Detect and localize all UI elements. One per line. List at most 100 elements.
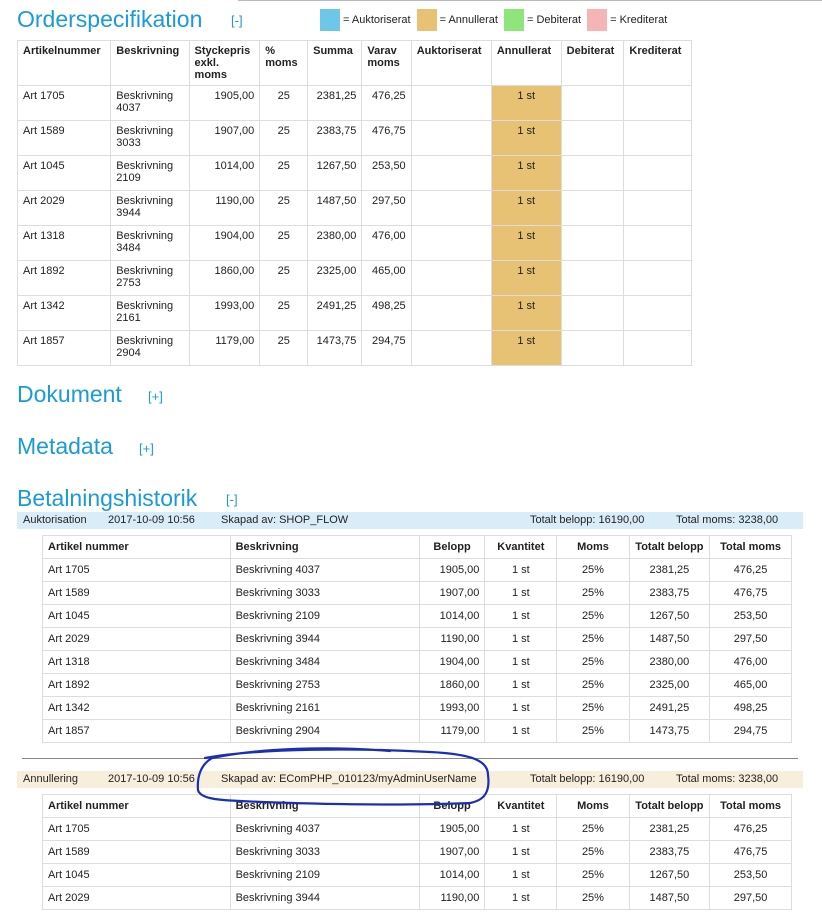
order-cell: 25 xyxy=(259,85,309,121)
payment-col-header: Belopp xyxy=(418,794,486,818)
payment-cell: 297,50 xyxy=(709,886,792,910)
order-cell: Art 1705 xyxy=(16,85,112,121)
payment-cell: 1473,75 xyxy=(628,719,711,743)
payment-header-row: Artikel nummer Beskrivning Belopp Kvantitet… xyxy=(42,794,792,818)
order-cell: 1907,00 xyxy=(188,120,261,156)
order-row: Art 1892 Beskrivning 2753 1860,00 25 2325,00… xyxy=(16,260,692,296)
payment-cell: 1 st xyxy=(484,863,558,887)
payment-cell: 1487,50 xyxy=(628,886,711,910)
payment-cell: Beskrivning 3033 xyxy=(229,581,420,605)
payment-col-header: Beskrivning xyxy=(229,794,420,818)
order-table: Artikelnummer Beskrivning Styckepris exkl.… xyxy=(16,40,692,366)
order-cell: 1 st xyxy=(490,295,562,331)
payment-row: Art 1892 Beskrivning 2753 1860,00 1 st 25% 23… xyxy=(42,673,792,697)
order-cell: 1473,75 xyxy=(307,330,363,366)
payment-cell: 2383,75 xyxy=(628,840,711,864)
payment-col-header: Moms xyxy=(556,794,630,818)
payment-cell: 297,50 xyxy=(709,627,792,651)
order-cell: Beskrivning 3033 xyxy=(110,120,190,156)
order-cell: 25 xyxy=(259,120,309,156)
payment-cell: 25% xyxy=(556,650,630,674)
order-cell: Art 1589 xyxy=(16,120,112,156)
metadata-section-title: Metadata xyxy=(17,433,113,459)
dokument-toggle-button[interactable]: [+] xyxy=(148,389,163,404)
order-cell: 476,75 xyxy=(361,120,412,156)
payment-cell: Art 1705 xyxy=(42,817,231,841)
payment-cell: 1 st xyxy=(484,696,558,720)
order-toggle-button[interactable]: [-] xyxy=(231,13,243,28)
order-cell: 1014,00 xyxy=(188,155,261,191)
payment-col-header: Totalt belopp xyxy=(628,794,711,818)
payment-cell: 2383,75 xyxy=(628,581,711,605)
order-cell: 2383,75 xyxy=(307,120,363,156)
order-cell: 1905,00 xyxy=(188,85,261,121)
payment-rows-table: Artikel nummer Beskrivning Belopp Kvantitet… xyxy=(42,794,792,910)
payment-cell: 1907,00 xyxy=(418,840,486,864)
order-cell xyxy=(623,85,692,121)
payment-col-header: Belopp xyxy=(418,535,486,559)
order-col-header: Auktoriserat xyxy=(410,40,492,86)
payment-cell: 1905,00 xyxy=(418,817,486,841)
order-cell xyxy=(410,260,492,296)
legend-label: = Annullerat xyxy=(439,14,498,26)
payment-entry-date: 2017-10-09 10:56 xyxy=(108,773,195,785)
payment-cell: 25% xyxy=(556,604,630,628)
payment-cell: 1 st xyxy=(484,604,558,628)
legend-label: = Auktoriserat xyxy=(343,14,411,26)
order-cell: 294,75 xyxy=(361,330,412,366)
payment-cell: 465,00 xyxy=(709,673,792,697)
order-cell: 1 st xyxy=(490,260,562,296)
order-row: Art 2029 Beskrivning 3944 1190,00 25 1487,50… xyxy=(16,190,692,226)
payment-cell: 1 st xyxy=(484,673,558,697)
order-cell: 1 st xyxy=(490,225,562,261)
payment-entry-created: Skapad av: SHOP_FLOW xyxy=(221,514,349,526)
order-row: Art 1342 Beskrivning 2161 1993,00 25 2491,25… xyxy=(16,295,692,331)
order-cell xyxy=(410,155,492,191)
payment-cell: 2491,25 xyxy=(628,696,711,720)
order-cell xyxy=(560,85,625,121)
dokument-section-title: Dokument xyxy=(17,381,122,407)
payment-entry-vat: Total moms: 3238,00 xyxy=(676,773,779,785)
order-cell: 1267,50 xyxy=(307,155,363,191)
order-cell: Art 1857 xyxy=(16,330,112,366)
payment-cell: 25% xyxy=(556,581,630,605)
payment-cell: 1 st xyxy=(484,817,558,841)
order-cell: 2325,00 xyxy=(307,260,363,296)
payment-entry-header: Annullering 2017-10-09 10:56 Skapad av: EC… xyxy=(17,771,803,788)
payment-row: Art 1318 Beskrivning 3484 1904,00 1 st 25% 23… xyxy=(42,650,792,674)
order-cell: 1 st xyxy=(490,190,562,226)
order-cell xyxy=(410,190,492,226)
order-cell xyxy=(560,155,625,191)
payment-row: Art 1857 Beskrivning 2904 1179,00 1 st 25% 14… xyxy=(42,719,792,743)
legend-swatch xyxy=(416,9,437,31)
order-cell: 1 st xyxy=(490,85,562,121)
order-cell xyxy=(560,330,625,366)
order-cell xyxy=(410,330,492,366)
payment-cell: Beskrivning 2161 xyxy=(229,696,420,720)
payment-cell: 1 st xyxy=(484,627,558,651)
legend-swatch xyxy=(320,9,340,31)
payment-col-header: Artikel nummer xyxy=(42,535,231,559)
order-cell: Art 1045 xyxy=(16,155,112,191)
order-col-header: Debiterat xyxy=(560,40,625,86)
payment-cell: 1 st xyxy=(484,719,558,743)
metadata-toggle-button[interactable]: [+] xyxy=(139,441,154,456)
payment-cell: Art 1857 xyxy=(42,719,231,743)
order-cell: 297,50 xyxy=(361,190,412,226)
order-col-header: Annullerat xyxy=(490,40,562,86)
payment-entry-vat: Total moms: 3238,00 xyxy=(676,514,779,526)
order-cell: Beskrivning 3484 xyxy=(110,225,190,261)
payment-col-header: Totalt belopp xyxy=(628,535,711,559)
order-cell xyxy=(560,120,625,156)
order-cell: 1 st xyxy=(490,120,562,156)
payment-cell: 1860,00 xyxy=(418,673,486,697)
payment-cell: 253,50 xyxy=(709,604,792,628)
payment-entry-total: Totalt belopp: 16190,00 xyxy=(530,773,645,785)
payment-cell: 25% xyxy=(556,886,630,910)
payment-toggle-button[interactable]: [-] xyxy=(226,492,238,507)
payment-cell: 25% xyxy=(556,627,630,651)
payment-cell: 294,75 xyxy=(709,719,792,743)
order-cell xyxy=(560,225,625,261)
order-section-title: Orderspecifikation xyxy=(17,6,203,32)
order-cell xyxy=(410,120,492,156)
